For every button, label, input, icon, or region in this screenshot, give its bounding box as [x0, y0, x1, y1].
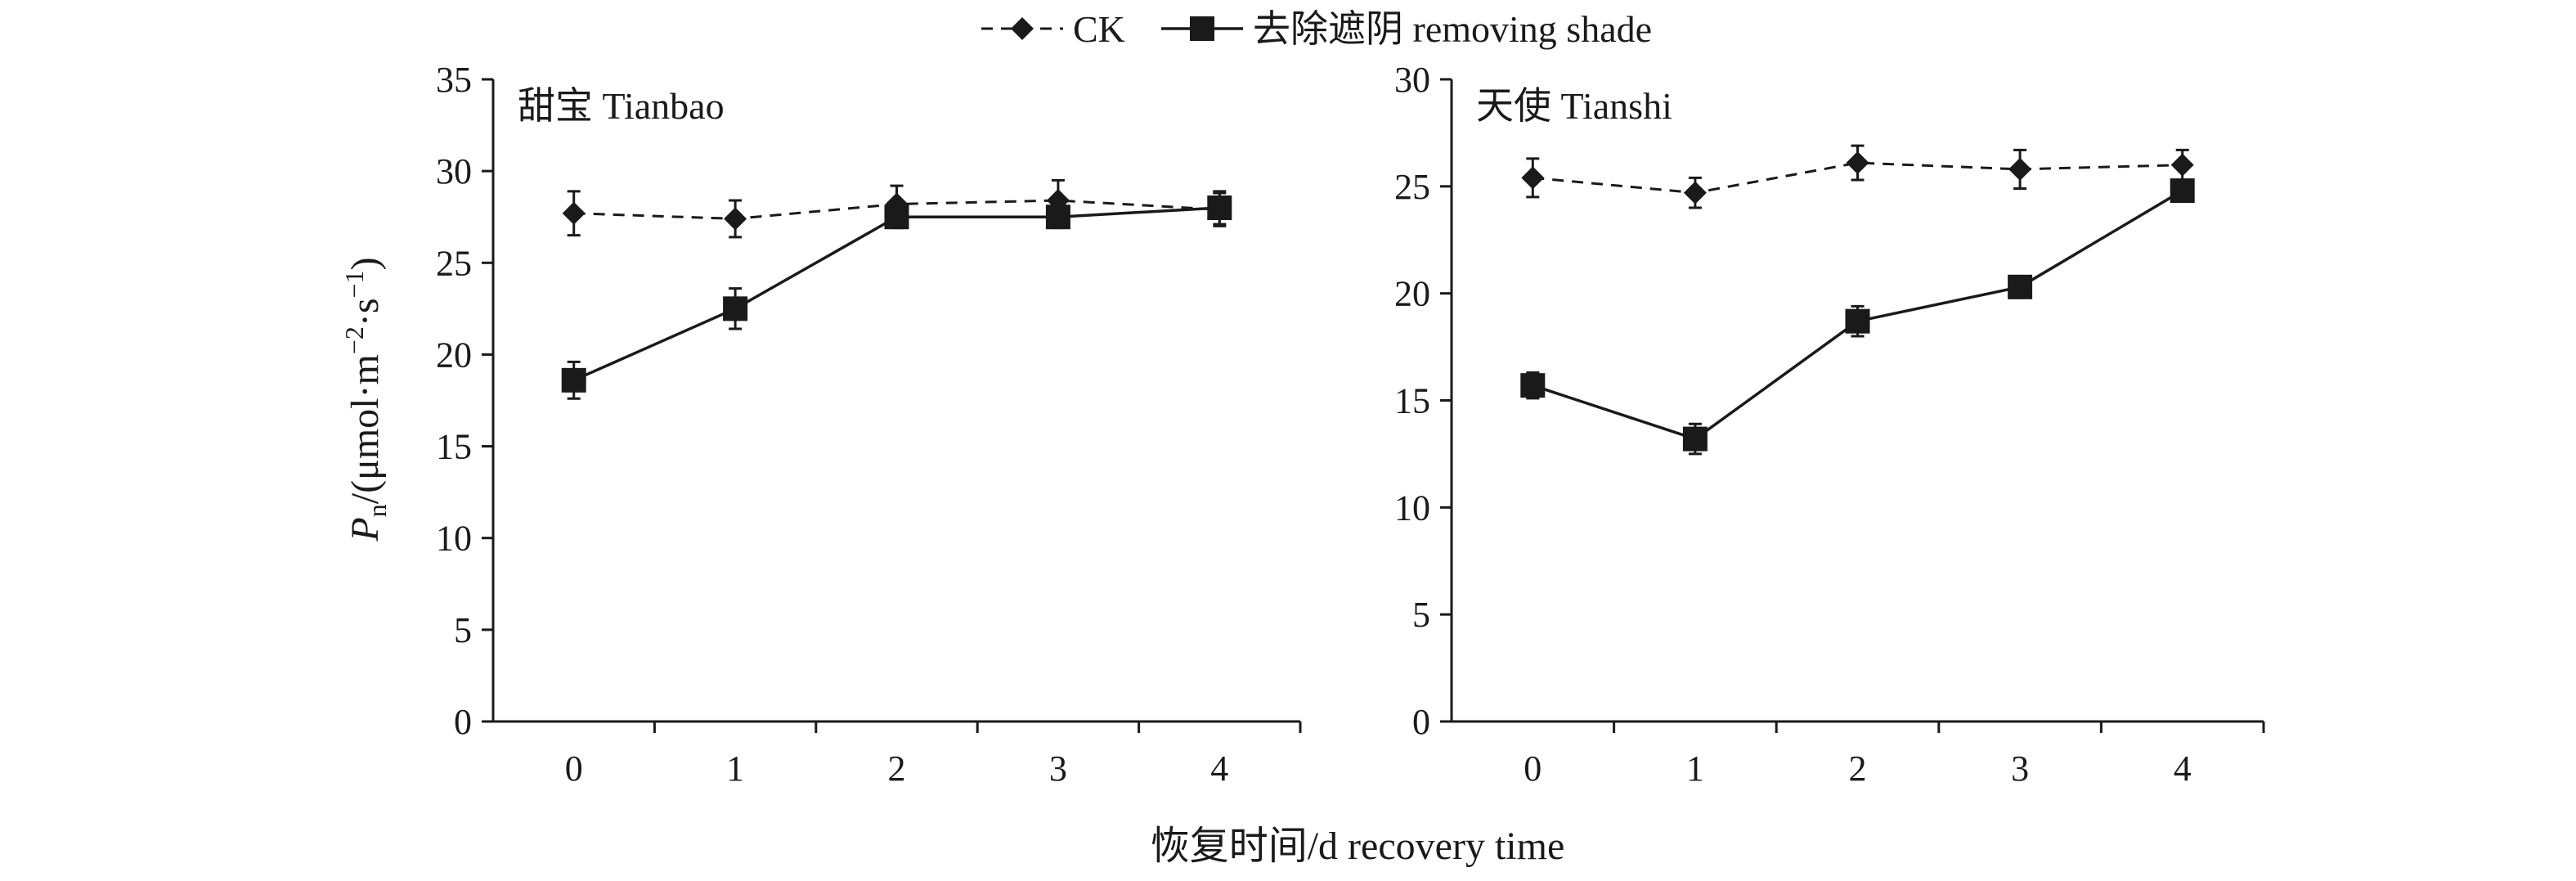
ck-point — [2170, 153, 2194, 177]
removing-shade-point — [1207, 196, 1232, 220]
ck-point — [562, 201, 586, 225]
y-tick-label: 25 — [1394, 167, 1430, 207]
y-tick-label: 25 — [436, 243, 472, 283]
legend: CK 去除遮阴 removing shade — [981, 8, 1652, 50]
panel-tianshi: 0 5 10 15 20 25 30 0 1 2 3 4 天使 Tianshi — [1394, 60, 2265, 789]
removing-shade-point — [1845, 308, 1870, 334]
y-axis-title: Pn/(μmol·m−2·s−1) — [339, 257, 392, 542]
x-tick-label: 1 — [1686, 748, 1704, 789]
y-axis-title-unit-close: ) — [343, 257, 387, 270]
y-tick-label: 5 — [454, 610, 472, 650]
y-tick-label: 5 — [1412, 595, 1430, 635]
ck-point — [724, 207, 747, 231]
x-tick-label: 3 — [1049, 748, 1067, 789]
ck-point — [1521, 166, 1545, 190]
ck-point — [1683, 181, 1707, 205]
y-axis-title-exp2: −1 — [339, 270, 369, 298]
x-tick-label: 2 — [1849, 748, 1867, 789]
removing-shade-point — [2170, 178, 2195, 204]
removing-shade-point — [884, 205, 909, 230]
removing-shade-point — [723, 296, 748, 321]
y-tick-label: 10 — [1394, 488, 1430, 528]
ck-point — [2008, 157, 2032, 181]
x-tick-label: 0 — [1524, 748, 1542, 789]
panel-title: 甜宝 Tianbao — [518, 85, 725, 127]
legend-ck-diamond-icon — [1011, 17, 1034, 40]
y-tick-label: 20 — [1394, 274, 1430, 314]
x-tick-label: 3 — [2011, 748, 2029, 789]
y-tick-label: 0 — [454, 702, 472, 742]
x-axis-title: 恢复时间/d recovery time — [1151, 825, 1565, 868]
y-tick-label: 35 — [436, 60, 472, 100]
removing-shade-point — [2008, 274, 2033, 299]
y-tick-label: 15 — [1394, 381, 1430, 421]
removing-shade-point — [1045, 205, 1070, 230]
y-axis-title-exp1: −2 — [339, 326, 369, 354]
x-tick-label: 4 — [2174, 748, 2192, 789]
removing-shade-point — [1682, 426, 1708, 452]
series-ck-line — [1533, 161, 2183, 195]
y-tick-label: 30 — [1394, 60, 1430, 100]
panel-title: 天使 Tianshi — [1476, 85, 1672, 127]
legend-ck-label: CK — [1073, 8, 1125, 50]
x-tick-label: 4 — [1210, 748, 1228, 789]
y-axis-title-unit-mid: ·s — [343, 298, 387, 326]
series-removing-shade-line — [572, 206, 1220, 382]
removing-shade-point — [1520, 373, 1546, 398]
panel-tianbao: 0 5 10 15 20 25 30 35 0 1 2 3 4 甜宝 Tianbao — [436, 60, 1302, 789]
x-tick-label: 2 — [888, 748, 906, 789]
x-tick-label: 0 — [565, 748, 583, 789]
y-tick-label: 10 — [436, 519, 472, 559]
y-tick-label: 30 — [436, 151, 472, 191]
y-axis-title-unit-open: /(μmol·m — [343, 354, 387, 504]
legend-removed-square-icon — [1190, 16, 1214, 41]
ck-point — [1846, 151, 1869, 175]
y-tick-label: 20 — [436, 335, 472, 375]
y-axis-title-symbol: P — [343, 517, 387, 542]
y-axis-title-subscript: n — [362, 504, 392, 517]
x-tick-label: 1 — [726, 748, 744, 789]
y-tick-label: 15 — [436, 427, 472, 467]
legend-removed-label: 去除遮阴 removing shade — [1253, 8, 1652, 50]
y-tick-label: 0 — [1412, 702, 1430, 742]
removing-shade-point — [561, 367, 586, 393]
